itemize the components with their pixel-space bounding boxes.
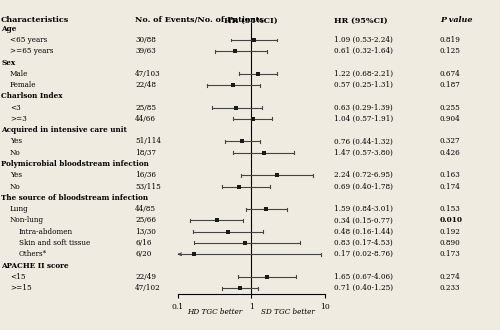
Text: 0.233: 0.233 [440,284,460,292]
Text: 30/88: 30/88 [135,36,156,44]
Text: 0.255: 0.255 [440,104,461,112]
Text: 25/66: 25/66 [135,216,156,224]
Text: 6/20: 6/20 [135,250,152,258]
Text: Yes: Yes [10,138,22,146]
Text: The source of bloodstream infection: The source of bloodstream infection [1,194,148,202]
Text: Male: Male [10,70,29,78]
Text: 0.819: 0.819 [440,36,461,44]
Text: No. of Events/No. of Patients: No. of Events/No. of Patients [135,16,264,24]
Text: Age: Age [1,25,16,33]
Text: 0.71 (0.40-1.25): 0.71 (0.40-1.25) [334,284,393,292]
Text: 22/48: 22/48 [135,81,156,89]
Text: APACHE II score: APACHE II score [1,261,68,270]
Text: 18/37: 18/37 [135,149,156,157]
Text: 1.65 (0.67-4.06): 1.65 (0.67-4.06) [334,273,393,281]
Text: 0.173: 0.173 [440,250,461,258]
Text: 39/63: 39/63 [135,47,156,55]
Text: SD TGC better: SD TGC better [261,308,315,316]
Text: 0.63 (0.29-1.39): 0.63 (0.29-1.39) [334,104,393,112]
Text: Characteristics: Characteristics [1,16,69,24]
Text: 47/102: 47/102 [135,284,161,292]
Text: Skin and soft tissue: Skin and soft tissue [19,239,90,247]
Text: >=3: >=3 [10,115,27,123]
Text: 16/36: 16/36 [135,171,156,179]
Text: 47/103: 47/103 [135,70,160,78]
Text: 0.187: 0.187 [440,81,461,89]
Text: P value: P value [440,16,472,24]
Text: 13/30: 13/30 [135,228,156,236]
Text: HD TGC better: HD TGC better [186,308,242,316]
Text: No: No [10,182,21,191]
Text: 1.47 (0.57-3.80): 1.47 (0.57-3.80) [334,149,393,157]
Text: >=65 years: >=65 years [10,47,54,55]
Text: 0.57 (0.25-1.31): 0.57 (0.25-1.31) [334,81,393,89]
Text: 0.69 (0.40-1.78): 0.69 (0.40-1.78) [334,182,393,191]
Text: 0.76 (0.44-1.32): 0.76 (0.44-1.32) [334,138,393,146]
Text: 0.17 (0.02-8.76): 0.17 (0.02-8.76) [334,250,393,258]
Text: 0.010: 0.010 [440,216,463,224]
Text: Yes: Yes [10,171,22,179]
Text: Acquired in intensive care unit: Acquired in intensive care unit [1,126,127,134]
Text: Lung: Lung [10,205,29,213]
Text: 25/85: 25/85 [135,104,156,112]
Text: >=15: >=15 [10,284,32,292]
Text: 0.174: 0.174 [440,182,461,191]
Text: 0.61 (0.32-1.64): 0.61 (0.32-1.64) [334,47,393,55]
Text: 22/49: 22/49 [135,273,156,281]
Text: 0.34 (0.15-0.77): 0.34 (0.15-0.77) [334,216,393,224]
Text: <15: <15 [10,273,26,281]
Text: Polymicrobial bloodstream infection: Polymicrobial bloodstream infection [1,160,149,168]
Text: 0.327: 0.327 [440,138,460,146]
Text: 0.674: 0.674 [440,70,461,78]
Text: HR (95%CI): HR (95%CI) [334,16,388,24]
Text: Sex: Sex [1,58,15,67]
Text: 1.59 (0.84-3.01): 1.59 (0.84-3.01) [334,205,393,213]
Text: 0.274: 0.274 [440,273,461,281]
Text: Non-lung: Non-lung [10,216,44,224]
Text: 0.125: 0.125 [440,47,461,55]
Text: 44/85: 44/85 [135,205,156,213]
Text: 44/66: 44/66 [135,115,156,123]
Text: 6/16: 6/16 [135,239,152,247]
Text: 0.192: 0.192 [440,228,461,236]
Text: Intra-abdomen: Intra-abdomen [19,228,73,236]
Text: HR (95%CI): HR (95%CI) [224,16,278,24]
Text: No: No [10,149,21,157]
Text: 0.426: 0.426 [440,149,461,157]
Text: 2.24 (0.72-6.95): 2.24 (0.72-6.95) [334,171,393,179]
Text: 0.890: 0.890 [440,239,461,247]
Text: 0.153: 0.153 [440,205,461,213]
Text: 0.48 (0.16-1.44): 0.48 (0.16-1.44) [334,228,393,236]
Text: Others*: Others* [19,250,47,258]
Text: Female: Female [10,81,36,89]
Text: 1.04 (0.57-1.91): 1.04 (0.57-1.91) [334,115,393,123]
Text: <3: <3 [10,104,20,112]
Text: 51/114: 51/114 [135,138,161,146]
Text: 0.904: 0.904 [440,115,461,123]
Text: <65 years: <65 years [10,36,47,44]
Text: Charlson Index: Charlson Index [1,92,62,100]
Text: 0.163: 0.163 [440,171,461,179]
Text: 53/115: 53/115 [135,182,161,191]
Text: 0.83 (0.17-4.53): 0.83 (0.17-4.53) [334,239,393,247]
Text: 1.22 (0.68-2.21): 1.22 (0.68-2.21) [334,70,393,78]
Text: 1.09 (0.53-2.24): 1.09 (0.53-2.24) [334,36,393,44]
